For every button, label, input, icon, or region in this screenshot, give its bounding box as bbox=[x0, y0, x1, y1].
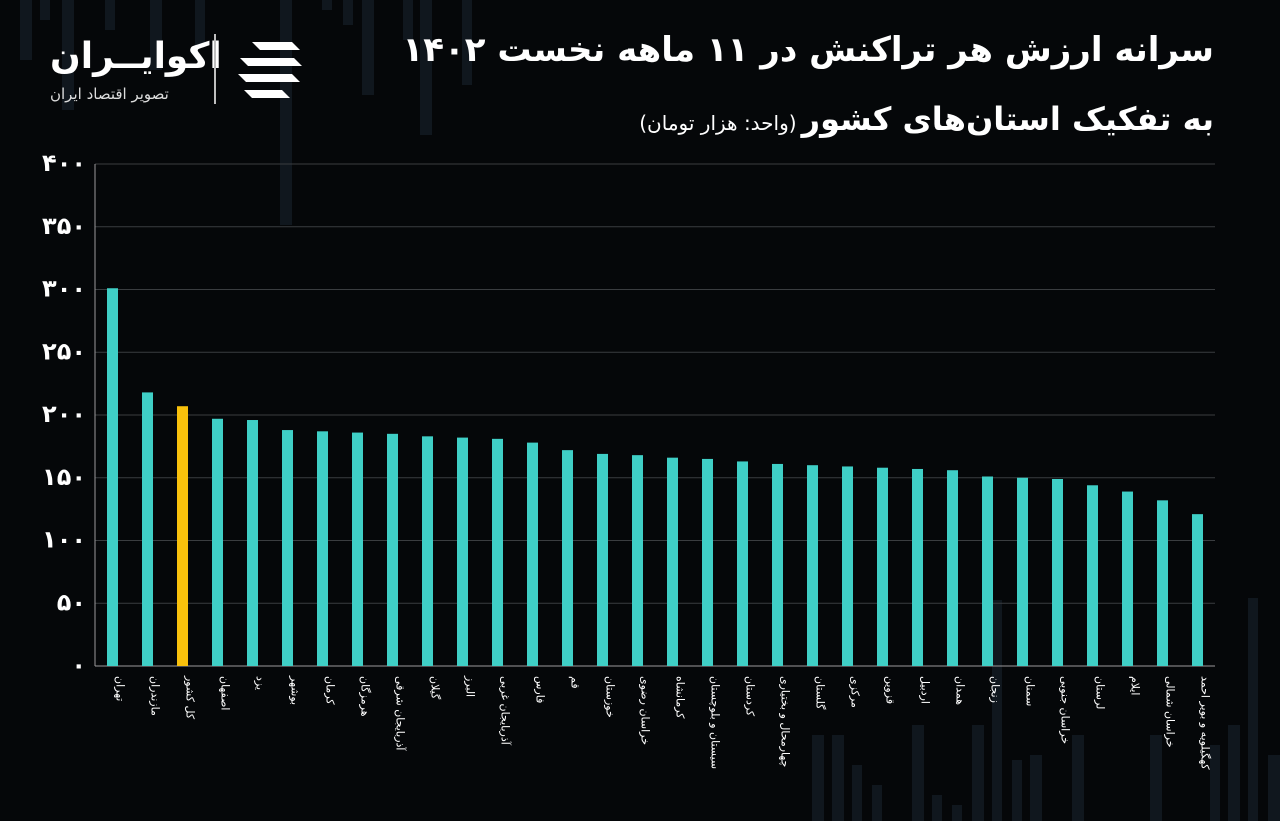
x-tick-label: خراسان رضوی bbox=[639, 676, 652, 745]
x-tick-label: خوزستان bbox=[604, 676, 617, 718]
bar bbox=[387, 433, 398, 666]
x-tick-label: تهران bbox=[114, 676, 127, 701]
x-tick-label: فارس bbox=[534, 676, 547, 703]
y-tick-label: ۰ bbox=[71, 651, 86, 679]
y-tick-label: ۳۵۰ bbox=[42, 212, 86, 240]
x-tick-label: همدان bbox=[954, 676, 967, 705]
bar bbox=[842, 466, 853, 666]
bar bbox=[597, 453, 608, 666]
bar bbox=[807, 465, 818, 666]
bar bbox=[667, 457, 678, 666]
y-tick-label: ۴۰۰ bbox=[42, 149, 86, 177]
bar bbox=[1052, 479, 1063, 666]
bar bbox=[107, 288, 118, 666]
x-tick-label: گلستان bbox=[814, 676, 827, 710]
bar bbox=[562, 450, 573, 666]
x-tick-label: کل کشور bbox=[184, 675, 197, 720]
logo-separator bbox=[214, 34, 216, 104]
x-tick-label: ایلام bbox=[1129, 676, 1142, 696]
x-tick-label: زنجان bbox=[989, 676, 1002, 703]
y-tick-label: ۳۰۰ bbox=[42, 275, 86, 303]
bar bbox=[142, 392, 153, 666]
x-tick-label: کردستان bbox=[744, 676, 757, 717]
bar bbox=[317, 431, 328, 666]
y-tick-label: ۱۰۰ bbox=[42, 526, 86, 554]
x-tick-label: یزد bbox=[254, 676, 267, 690]
x-tick-label: قم bbox=[569, 676, 582, 689]
x-tick-label: کهگیلویه و بویر احمد bbox=[1199, 676, 1212, 770]
logo-tagline: تصویر اقتصاد ایران bbox=[50, 85, 169, 103]
bar bbox=[1122, 491, 1133, 666]
bar bbox=[352, 432, 363, 666]
bar bbox=[457, 437, 468, 666]
x-tick-label: خراسان شمالی bbox=[1164, 676, 1177, 748]
x-tick-label: آذربایجان غربی bbox=[499, 676, 513, 746]
bar bbox=[422, 436, 433, 666]
bar bbox=[492, 438, 503, 666]
x-tick-label: خراسان جنوبی bbox=[1059, 676, 1072, 744]
logo: اکوایــران تصویر اقتصاد ایران bbox=[50, 30, 320, 110]
bar bbox=[947, 470, 958, 666]
chart-subtitle: به تفکیک استان‌های کشور (واحد: هزار توما… bbox=[639, 100, 1214, 138]
bar bbox=[527, 442, 538, 666]
bar bbox=[877, 467, 888, 666]
x-tick-label: سیستان و بلوچستان bbox=[709, 676, 722, 769]
x-tick-label: لرستان bbox=[1094, 676, 1107, 709]
bar bbox=[702, 458, 713, 666]
bar bbox=[1017, 477, 1028, 666]
x-tick-label: اردبیل bbox=[919, 676, 932, 704]
bar bbox=[737, 461, 748, 666]
chart-subtitle-main: به تفکیک استان‌های کشور bbox=[801, 100, 1214, 138]
x-tick-label: آذربایجان شرقی bbox=[394, 676, 408, 751]
bar bbox=[282, 430, 293, 666]
x-tick-label: مازندران bbox=[149, 676, 162, 716]
bar bbox=[912, 468, 923, 666]
y-tick-label: ۲۵۰ bbox=[42, 337, 86, 365]
y-tick-label: ۲۰۰ bbox=[42, 400, 86, 428]
logo-name: اکوایــران bbox=[50, 36, 222, 77]
bar bbox=[212, 418, 223, 666]
bar bbox=[632, 455, 643, 666]
x-tick-label: مرکزی bbox=[849, 676, 862, 708]
bar bbox=[247, 420, 258, 666]
bar bbox=[1087, 485, 1098, 666]
bar bbox=[1157, 500, 1168, 666]
chart-title: سرانه ارزش هر تراکنش در ۱۱ ماهه نخست ۱۴۰… bbox=[402, 30, 1214, 70]
x-tick-label: البرز bbox=[464, 675, 477, 697]
bar bbox=[982, 476, 993, 666]
y-tick-label: ۱۵۰ bbox=[42, 463, 86, 491]
x-tick-label: قزوین bbox=[884, 676, 897, 704]
x-tick-label: چهارمحال و بختیاری bbox=[779, 676, 792, 767]
x-tick-label: هرمزگان bbox=[359, 676, 372, 717]
x-tick-label: اصفهان bbox=[219, 676, 232, 710]
x-tick-label: گیلان bbox=[429, 676, 442, 700]
bar bbox=[177, 406, 188, 666]
x-tick-label: بوشهر bbox=[289, 675, 302, 705]
x-tick-label: کرمان bbox=[324, 676, 337, 705]
x-tick-label: کرمانشاه bbox=[674, 676, 687, 719]
chart-unit-label: (واحد: هزار تومان) bbox=[639, 111, 797, 135]
ecoiran-logo-icon bbox=[238, 42, 302, 98]
y-tick-label: ۵۰ bbox=[57, 588, 86, 616]
bar bbox=[772, 463, 783, 666]
x-tick-label: سمنان bbox=[1024, 676, 1037, 706]
bar bbox=[1192, 514, 1203, 666]
